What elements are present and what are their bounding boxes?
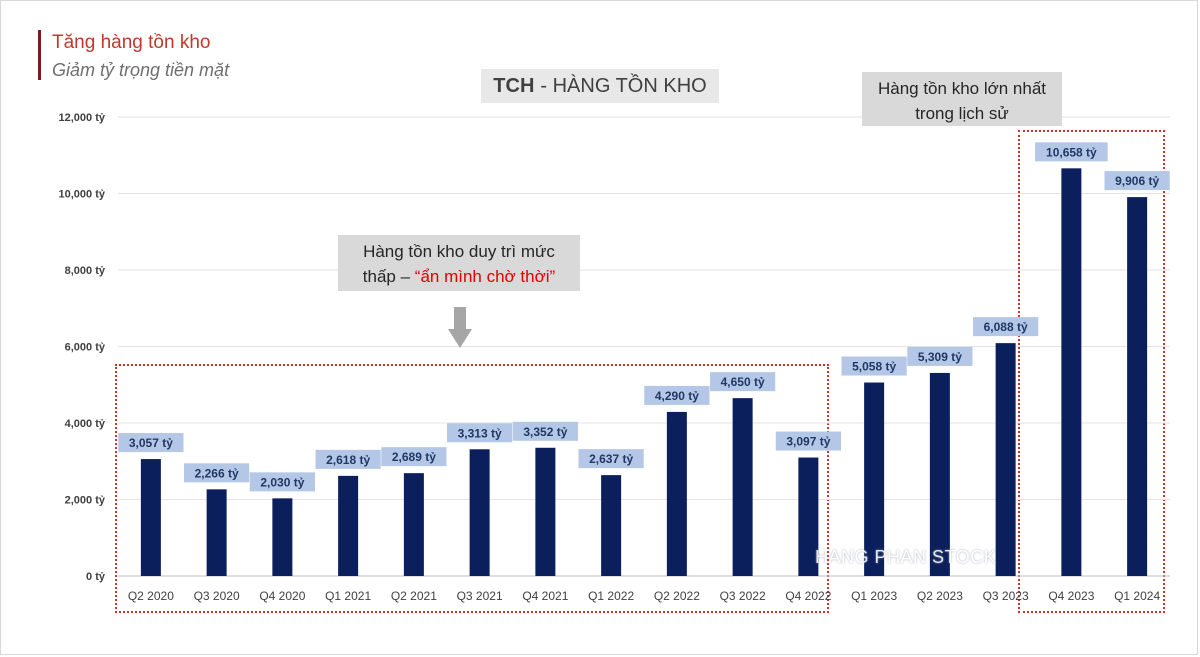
data-label-bg <box>907 346 973 366</box>
bar <box>1127 197 1148 576</box>
x-tick-label: Q4 2021 <box>522 589 568 603</box>
data-label: 5,058 tỷ <box>852 360 896 374</box>
x-tick-label: Q3 2023 <box>983 589 1029 603</box>
x-tick-label: Q3 2021 <box>457 589 503 603</box>
data-label: 5,309 tỷ <box>918 350 962 364</box>
bar <box>140 459 161 576</box>
data-label: 2,030 tỷ <box>260 475 304 489</box>
bar <box>666 411 687 576</box>
data-label-bg <box>381 447 447 467</box>
callout-low-line1: Hàng tồn kho duy trì mức <box>363 242 555 261</box>
data-label-bg <box>447 423 513 443</box>
bar <box>469 449 490 576</box>
watermark-text: HANG PHAN STOCK <box>815 547 997 567</box>
x-tick-label: Q1 2023 <box>851 589 897 603</box>
x-tick-label: Q2 2021 <box>391 589 437 603</box>
data-label-bg <box>775 431 841 451</box>
data-label: 2,689 tỷ <box>392 450 436 464</box>
highlight-box-record-inventory <box>1018 130 1165 613</box>
bar <box>798 457 819 576</box>
chart-title-ticker: TCH <box>493 74 535 97</box>
y-tick-label: 10,000 tỷ <box>59 189 106 201</box>
bar <box>864 382 885 576</box>
data-label: 3,352 tỷ <box>523 425 567 439</box>
y-tick-label: 2,000 tỷ <box>65 495 106 507</box>
data-label: 6,088 tỷ <box>984 320 1028 334</box>
bar <box>995 343 1016 576</box>
data-label: 3,097 tỷ <box>786 435 830 449</box>
data-label-bg <box>973 317 1039 337</box>
y-tick-label: 4,000 tỷ <box>65 418 106 430</box>
data-label: 2,637 tỷ <box>589 452 633 466</box>
bar <box>929 372 950 576</box>
data-label-bg <box>512 421 578 441</box>
callout-record-line2: trong lịch sử <box>915 104 1009 123</box>
bar <box>403 473 424 576</box>
bar <box>535 447 556 576</box>
bar <box>601 475 622 576</box>
data-label: 2,618 tỷ <box>326 453 370 467</box>
bar <box>338 475 359 576</box>
x-tick-label: Q2 2023 <box>917 589 963 603</box>
data-label-bg <box>118 433 184 453</box>
header-accent-bar <box>38 30 41 80</box>
data-label: 4,290 tỷ <box>655 389 699 403</box>
x-tick-label: Q4 2020 <box>259 589 305 603</box>
header-title: Tăng hàng tồn kho <box>52 32 211 53</box>
data-label: 10,658 tỷ <box>1046 145 1097 159</box>
highlight-box-low-inventory <box>115 364 829 613</box>
header-subtitle: Giảm tỷ trọng tiền mặt <box>52 60 230 80</box>
data-label-bg <box>315 449 381 469</box>
data-label-bg <box>184 463 250 483</box>
bar <box>732 398 753 576</box>
y-tick-label: 12,000 tỷ <box>59 112 106 124</box>
x-tick-label: Q4 2022 <box>785 589 831 603</box>
callout-low-line2: thấp – “ẩn mình chờ thời” <box>338 264 580 289</box>
data-label-bg <box>1035 142 1108 162</box>
data-label: 3,313 tỷ <box>458 426 502 440</box>
x-tick-label: Q1 2022 <box>588 589 634 603</box>
data-label: 4,650 tỷ <box>721 375 765 389</box>
chart-title-text: - HÀNG TỒN KHO <box>540 74 707 97</box>
data-label: 3,057 tỷ <box>129 436 173 450</box>
x-tick-label: Q2 2022 <box>654 589 700 603</box>
y-tick-label: 0 tỷ <box>86 571 106 583</box>
x-tick-label: Q1 2021 <box>325 589 371 603</box>
x-tick-label: Q3 2020 <box>194 589 240 603</box>
data-label-bg <box>249 472 315 492</box>
bar <box>206 489 227 576</box>
callout-record-inventory: Hàng tồn kho lớn nhất trong lịch sử <box>862 72 1062 126</box>
chart-title: TCH - HÀNG TỒN KHO <box>481 69 719 103</box>
y-tick-label: 6,000 tỷ <box>65 342 106 354</box>
callout-record-line1: Hàng tồn kho lớn nhất <box>877 79 1047 98</box>
x-tick-label: Q4 2023 <box>1048 589 1094 603</box>
x-tick-label: Q2 2020 <box>128 589 174 603</box>
down-arrow-icon <box>448 307 472 348</box>
bar <box>272 498 293 576</box>
bar <box>1061 168 1082 577</box>
y-tick-label: 8,000 tỷ <box>65 265 106 277</box>
data-label-bg <box>1104 171 1170 191</box>
x-tick-label: Q3 2022 <box>720 589 766 603</box>
x-tick-label: Q1 2024 <box>1114 589 1160 603</box>
data-label-bg <box>644 385 710 405</box>
data-label-bg <box>841 356 907 376</box>
data-label: 9,906 tỷ <box>1115 174 1159 188</box>
data-label: 2,266 tỷ <box>195 466 239 480</box>
data-label-bg <box>578 449 644 469</box>
callout-low-line2-prefix: thấp – <box>362 267 415 286</box>
data-label-bg <box>710 372 776 392</box>
callout-low-inventory: Hàng tồn kho duy trì mức thấp – “ẩn mình… <box>338 235 580 291</box>
callout-low-line2-highlight: “ẩn mình chờ thời” <box>414 267 556 286</box>
